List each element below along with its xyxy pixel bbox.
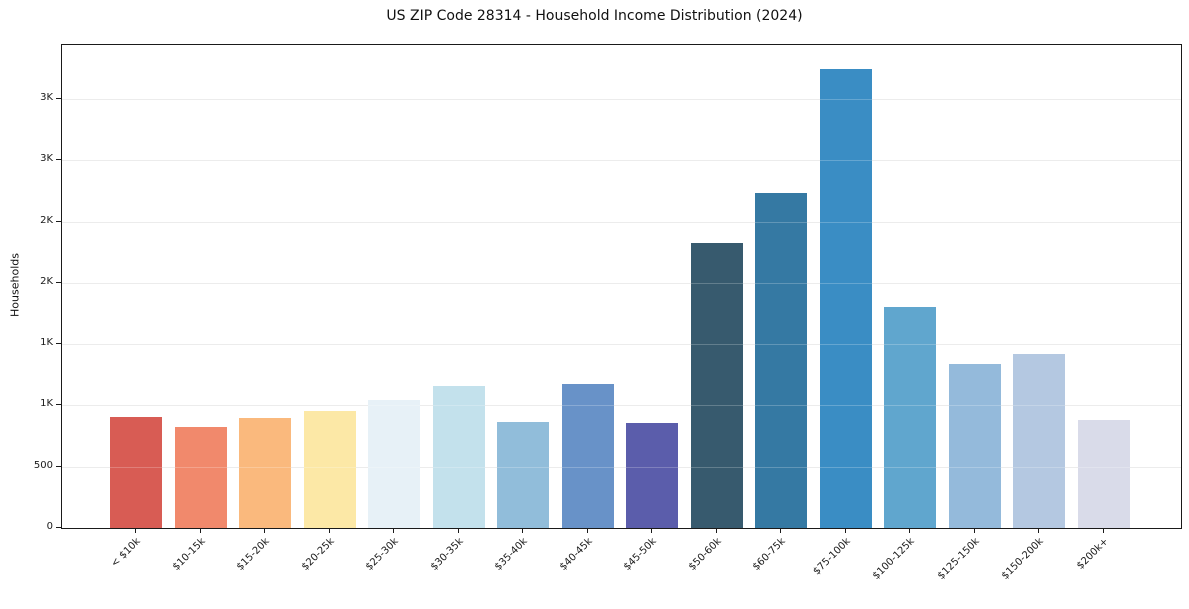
y-tick-label: 3K [40, 153, 53, 165]
gridlines-layer [62, 45, 1181, 528]
x-tick-mark [973, 528, 975, 533]
y-tick-mark [56, 220, 61, 222]
gridline [62, 160, 1181, 162]
x-tick-label: $60-75k [750, 536, 788, 573]
y-tick-mark [56, 404, 61, 406]
x-tick-mark [457, 528, 459, 533]
y-tick-mark [56, 527, 61, 528]
x-tick-mark [135, 528, 136, 533]
x-tick-label: $200k+ [1074, 536, 1111, 572]
bar [368, 399, 420, 528]
gridline [62, 282, 1181, 284]
x-tick-label: $15-20k [234, 536, 272, 573]
y-tick-mark [56, 465, 61, 467]
x-tick-mark [651, 528, 652, 533]
y-tick-label: 1K [40, 398, 53, 410]
bar [239, 418, 291, 528]
x-tick-mark [522, 528, 523, 533]
y-tick-mark [56, 343, 61, 345]
y-tick-mark [56, 97, 61, 99]
x-tick-mark [586, 528, 588, 533]
x-tick-label: $40-45k [557, 536, 595, 573]
gridline [62, 405, 1181, 407]
gridline [62, 98, 1181, 100]
bar [110, 417, 162, 528]
y-tick-label: 3K [40, 91, 53, 103]
x-tick-mark [264, 528, 265, 533]
x-tick-label: $20-25k [299, 536, 337, 573]
x-tick-label: $100-125k [870, 536, 917, 582]
bar [561, 383, 614, 528]
bar [174, 426, 227, 528]
gridline [62, 282, 1181, 284]
x-tick-label: $25-30k [363, 536, 401, 573]
gridline [62, 221, 1181, 223]
figure: US ZIP Code 28314 - Household Income Dis… [8, 8, 1182, 582]
y-tick-label: 2K [40, 275, 53, 287]
y-tick-label: 1K [40, 337, 53, 349]
x-tick-mark [328, 528, 330, 533]
x-tick-label: $30-35k [428, 536, 466, 573]
bar [1077, 420, 1130, 528]
gridline [62, 344, 1181, 346]
gridline [62, 466, 1181, 468]
bar [432, 385, 485, 528]
x-tick-mark [1102, 528, 1104, 533]
x-tick-label: $150-200k [999, 536, 1046, 582]
x-tick-mark [393, 528, 394, 533]
bar [303, 410, 356, 528]
x-tick-mark [780, 528, 781, 533]
plot-area [61, 44, 1182, 529]
x-tick-label: $50-60k [686, 536, 724, 573]
bar [1013, 353, 1065, 528]
gridline [62, 160, 1181, 162]
bar [626, 423, 678, 528]
bars-layer [62, 45, 1181, 528]
x-tick-label: $45-50k [621, 536, 659, 573]
x-tick-mark [715, 528, 717, 533]
x-tick-mark [909, 528, 910, 533]
x-tick-mark [1038, 528, 1039, 533]
x-tick-mark [199, 528, 201, 533]
bar [819, 68, 872, 528]
x-tick-label: $35-40k [492, 536, 530, 573]
x-tick-label: < $10k [109, 536, 143, 570]
gridline [62, 221, 1181, 223]
bar [884, 306, 936, 528]
gridline [62, 98, 1181, 100]
x-tick-label: $125-150k [935, 536, 982, 582]
bar [690, 242, 743, 528]
x-tick-mark [844, 528, 846, 533]
bar [755, 192, 807, 528]
bar [497, 421, 549, 528]
y-tick-label: 2K [40, 214, 53, 226]
y-tick-mark [56, 159, 61, 161]
x-tick-label: $10-15k [170, 536, 208, 573]
gridline [62, 344, 1181, 346]
gridline [62, 466, 1181, 468]
bar [948, 363, 1001, 528]
y-tick-label: 500 [33, 459, 53, 471]
gridlines-overlay-layer [62, 45, 1181, 528]
gridline [62, 405, 1181, 407]
y-tick-mark [56, 281, 61, 283]
chart-title: US ZIP Code 28314 - Household Income Dis… [386, 8, 803, 24]
y-tick-label: 0 [46, 521, 53, 532]
x-tick-label: $75-100k [810, 536, 853, 578]
